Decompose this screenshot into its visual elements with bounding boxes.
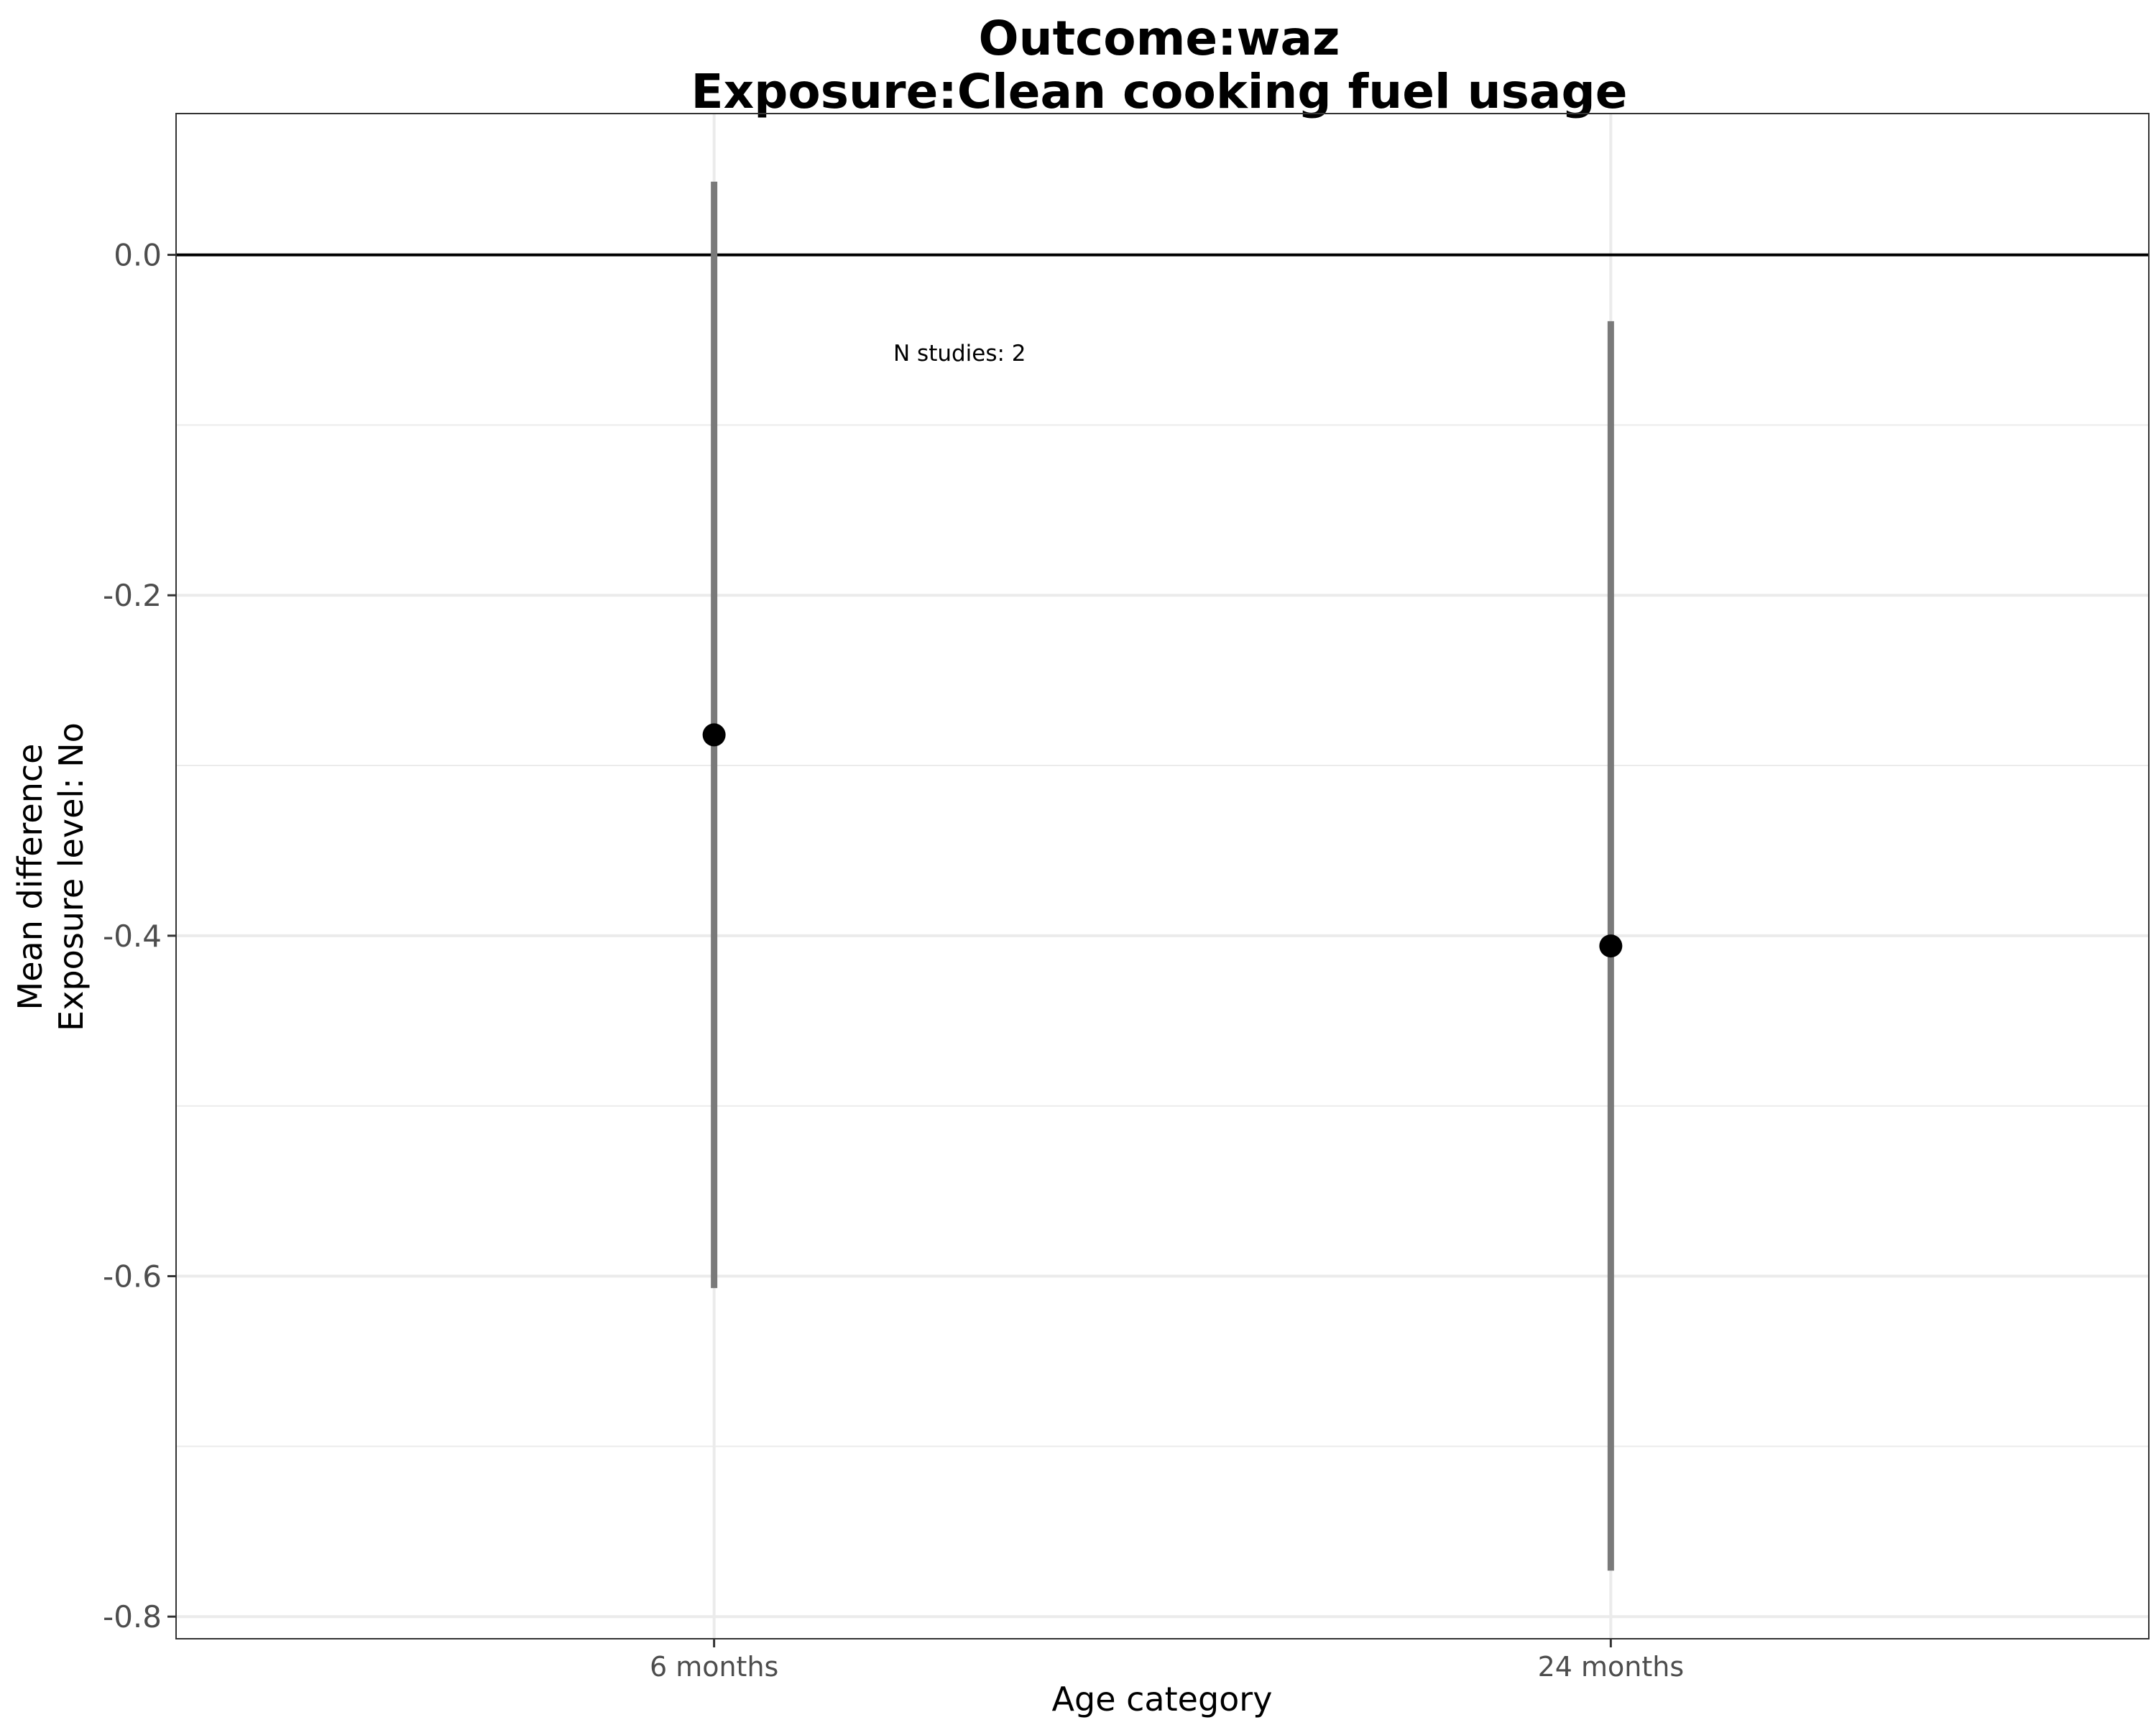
y-axis-label-line-1: Mean difference	[11, 744, 50, 1011]
y-tick-label: -0.4	[103, 919, 162, 954]
y-tick-label: 0.0	[114, 238, 162, 273]
y-tick-label: -0.2	[103, 578, 162, 613]
y-axis-ticks: 0.0 -0.2 -0.4 -0.6 -0.8	[103, 238, 176, 1634]
n-studies-annotation: N studies: 2	[893, 341, 1026, 367]
y-axis-label-line-2: Exposure level: No	[52, 722, 91, 1031]
x-axis-ticks: 6 months 24 months	[650, 1639, 1684, 1683]
point-estimate	[702, 723, 726, 747]
y-tick-label: -0.8	[103, 1599, 162, 1634]
panel-border	[175, 113, 2150, 1639]
point-estimate	[1599, 934, 1623, 958]
x-tick-label: 24 months	[1538, 1651, 1685, 1683]
point-estimates	[702, 723, 1623, 958]
x-tick-label: 6 months	[650, 1651, 778, 1683]
x-axis-label: Age category	[1052, 1680, 1273, 1719]
chart-title-line-1: Outcome:waz	[979, 11, 1340, 66]
chart-title-line-2: Exposure:Clean cooking fuel usage	[691, 64, 1628, 119]
y-tick-label: -0.6	[103, 1259, 162, 1294]
